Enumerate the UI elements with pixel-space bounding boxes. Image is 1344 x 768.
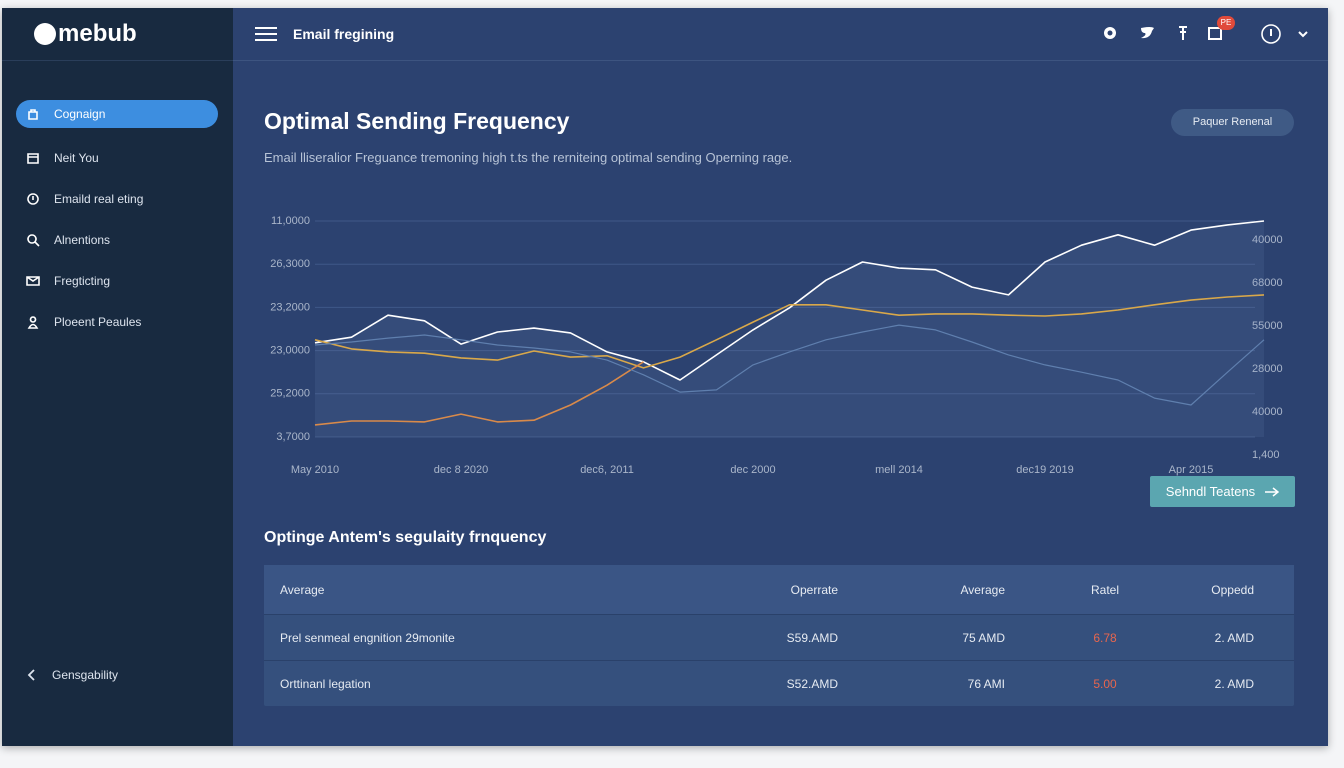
nav-icon [27,193,39,205]
table-cell: Operrate [790,582,838,597]
table: Average Operrate Average Ratel Oppedd Prel se… [264,565,1294,706]
table-cell: 2. AMD [1214,676,1254,691]
table-cell: 2. AMD [1214,630,1254,645]
table-cell: 6.78 [1093,630,1117,645]
table-cell: Ratel [1090,582,1119,597]
table-cell: Average [280,582,325,597]
table-cell: 76 AMI [967,676,1005,691]
nav-icon [27,234,40,247]
page-title: Optimal Sending Frequency [264,108,570,134]
send-icon [1265,486,1280,497]
nav-label: Neit You [54,151,99,165]
nav-label: Alnentions [54,233,111,247]
notification-badge: PE [1217,16,1235,30]
table-cell: Oppedd [1211,582,1254,597]
nav-icon-shape [27,316,39,329]
nav-icon-shape [27,234,40,247]
nav-label: Ploeent Peaules [54,315,142,329]
action-button-label: Sehndl Teatens [1165,484,1256,499]
topbar-title: Email fregining [293,26,395,42]
table-cell: Prel senmeal engnition 29monite [280,630,455,645]
table-cell: S52.AMD [786,676,838,691]
nav-label: Emaild real eting [54,192,144,206]
nav-icon-shape [27,153,39,164]
nav-icon [27,153,39,164]
table-cell: 5.00 [1093,676,1117,691]
nav-icon [26,276,40,286]
back-icon [27,669,35,681]
section-title: Optinge Antem's segulaity frnquency [264,529,547,546]
toolbar-icons[interactable] [1101,24,1311,46]
nav-item[interactable]: Ploeent Peaules [16,308,218,336]
nav-label: Cognaign [54,107,106,121]
nav-icon-shape [27,193,39,205]
page-subtitle: Email lliseralior Freguance tremoning hi… [264,150,793,165]
nav-icon-shape [26,276,40,286]
nav-footer[interactable]: Gensgability [16,661,218,689]
table-row: Prel senmeal engnition 29monite S59.AMD 75… [264,614,1294,660]
menu-icon[interactable] [255,26,277,42]
table-row: Orttinanl legation S52.AMD 76 AMI 5.00 2. AM… [264,660,1294,706]
nav-item[interactable]: Alnentions [16,226,218,254]
logo-text: mebub [58,20,137,47]
nav-icon [28,109,38,120]
nav-icon-shape [28,109,38,120]
table-header: Average Operrate Average Ratel Oppedd [264,565,1294,614]
logo[interactable]: mebub [34,20,137,48]
top-button[interactable]: Paquer Renenal [1171,109,1294,136]
action-button[interactable]: Sehndl Teatens [1150,476,1295,507]
nav-item[interactable]: Neit You [16,144,218,172]
nav-item[interactable]: Cognaign [16,100,218,128]
logo-icon [34,23,56,45]
nav-footer-label: Gensgability [52,668,119,682]
nav-item[interactable]: Emaild real eting [16,185,218,213]
table-cell: S59.AMD [786,630,838,645]
table-cell: 75 AMD [962,630,1005,645]
table-cell: Orttinanl legation [280,676,371,691]
nav-item[interactable]: Fregticting [16,267,218,295]
divider [2,60,233,61]
sidebar: mebub Cognaign Neit You Emaild real eting A… [2,8,233,746]
nav-icon [27,316,39,329]
topbar: Email fregining PE [233,8,1328,61]
table-cell: Average [960,582,1005,597]
nav-label: Fregticting [54,274,111,288]
